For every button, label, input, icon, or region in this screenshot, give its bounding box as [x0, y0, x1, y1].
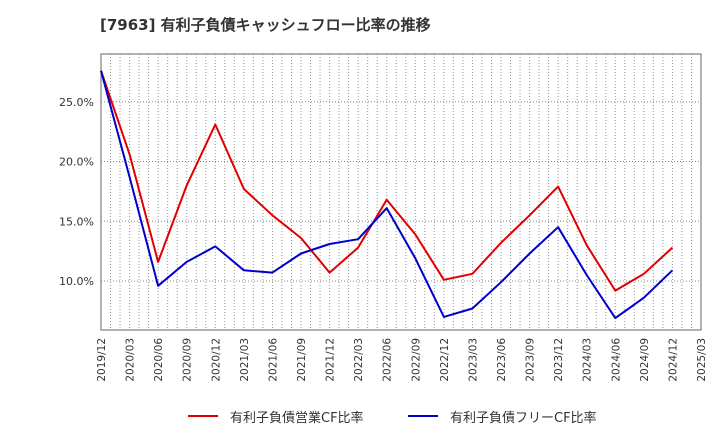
x-tick-label: 2024/09 [639, 338, 651, 382]
x-tick-label: 2023/12 [553, 338, 565, 382]
x-tick-label: 2022/06 [382, 338, 394, 382]
x-tick-label: 2020/12 [210, 338, 222, 382]
legend-item-free-cf: 有利子負債フリーCF比率 [408, 404, 597, 428]
legend-label: 有利子負債フリーCF比率 [450, 410, 597, 426]
x-tick-label: 2023/09 [525, 338, 537, 382]
y-tick-label: 15.0% [59, 215, 94, 228]
x-tick-label: 2021/12 [325, 338, 337, 382]
x-tick-label: 2024/06 [610, 338, 622, 382]
legend-item-operating-cf: 有利子負債営業CF比率 [188, 404, 364, 428]
x-tick-label: 2023/03 [467, 338, 479, 382]
x-tick-label: 2023/06 [496, 338, 508, 382]
gridlines [101, 54, 701, 330]
x-tick-label: 2021/09 [296, 338, 308, 382]
legend-swatch-red [188, 415, 218, 417]
series-lines [100, 70, 674, 320]
legend-label: 有利子負債営業CF比率 [230, 410, 364, 426]
x-tick-label: 2021/03 [239, 338, 251, 382]
x-tick-label: 2020/09 [182, 338, 194, 382]
plot-area [100, 53, 702, 331]
x-tick-label: 2019/12 [96, 338, 108, 382]
y-tick-label: 20.0% [59, 156, 94, 169]
series-line-operating-cf [100, 70, 674, 292]
x-tick-label: 2021/06 [267, 338, 279, 382]
x-tick-label: 2022/12 [439, 338, 451, 382]
x-tick-label: 2024/12 [667, 338, 679, 382]
x-axis-ticks: 2019/12 2020/03 2020/06 2020/09 2020/12 2021/… [96, 338, 708, 382]
y-tick-label: 25.0% [59, 96, 94, 109]
x-tick-label: 2025/03 [696, 338, 708, 382]
legend-swatch-blue [408, 415, 438, 417]
legend: 有利子負債営業CF比率 有利子負債フリーCF比率 [0, 404, 720, 428]
x-tick-label: 2022/03 [353, 338, 365, 382]
x-tick-label: 2022/09 [410, 338, 422, 382]
chart-title: [7963] 有利子負債キャッシュフロー比率の推移 [100, 16, 431, 34]
x-tick-label: 2020/06 [153, 338, 165, 382]
x-tick-label: 2020/03 [125, 338, 137, 382]
y-tick-label: 10.0% [59, 275, 94, 288]
y-axis-ticks: 10.0% 15.0% 20.0% 25.0% [59, 96, 94, 288]
series-line-free-cf [100, 70, 674, 320]
x-tick-label: 2024/03 [582, 338, 594, 382]
